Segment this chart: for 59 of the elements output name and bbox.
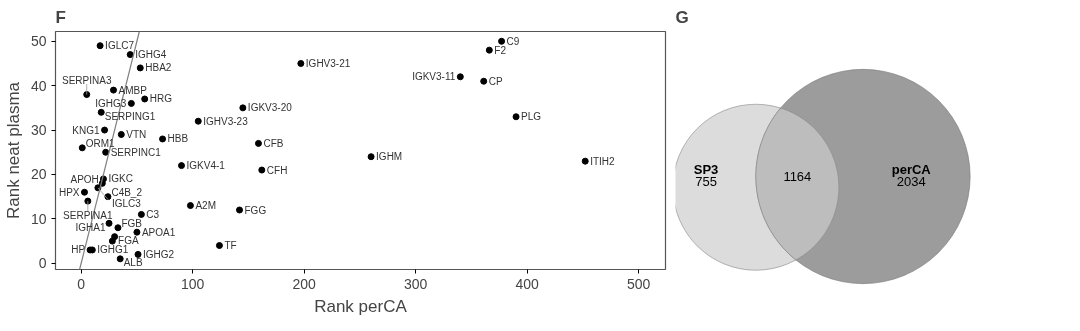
annotation: HP — [71, 244, 86, 256]
y-tick-label: 10 — [30, 210, 47, 227]
annotation: IGKV3-20 — [247, 102, 293, 114]
annotation: APOA1 — [141, 226, 176, 238]
annotation: TF — [224, 240, 237, 252]
annotation: CP — [488, 75, 503, 87]
annotation: FGA — [118, 235, 139, 247]
annotation: HBA2 — [145, 62, 172, 74]
y-tick-label: 0 — [38, 255, 47, 272]
annotation: C3 — [146, 208, 160, 220]
annotation: IGHG4 — [135, 49, 167, 61]
x-axis-title: Rank perCA — [314, 296, 408, 316]
annotation: KNG1 — [72, 124, 101, 136]
annotation: IGHV3-21 — [305, 57, 351, 69]
x-tick-label: 300 — [404, 275, 428, 292]
data-label: 1164 — [783, 169, 812, 184]
y-tick-label: 20 — [30, 166, 47, 183]
annotation: CFB — [263, 137, 284, 149]
annotation: AMBP — [118, 84, 148, 96]
annotation: ITIH2 — [590, 155, 616, 167]
annotation: IGKC — [108, 173, 133, 185]
annotation: IGHG3 — [95, 97, 127, 109]
annotation: HBB — [167, 133, 189, 145]
annotation: IGHG1 — [97, 244, 129, 256]
annotation: A2M — [195, 200, 216, 212]
annotation: IGHM — [376, 151, 403, 163]
annotation: SERPING1 — [104, 110, 156, 122]
y-tick-label: 30 — [30, 122, 47, 139]
annotation: FGG — [244, 204, 267, 216]
annotation: SERPINA3 — [61, 75, 112, 87]
x-tick-label: 400 — [515, 275, 540, 292]
annotation: C9 — [506, 35, 520, 47]
y-tick-label: 40 — [30, 77, 47, 94]
annotation: IGHA1 — [75, 221, 106, 233]
text: G — [675, 7, 689, 27]
annotation: SERPINA1 — [63, 209, 114, 221]
annotation: FGB — [121, 218, 143, 230]
x-tick-label: 500 — [627, 275, 651, 292]
annotation: APOH — [70, 173, 99, 185]
annotation: F2 — [494, 44, 507, 56]
annotation: C4B_2 — [111, 187, 143, 199]
annotation: HPX — [58, 186, 80, 198]
annotation: IGHG2 — [143, 248, 175, 260]
x-tick-label: 100 — [180, 275, 205, 292]
annotation: HRG — [149, 93, 173, 105]
x-tick-label: 0 — [77, 275, 86, 292]
annotation: ALB — [123, 257, 143, 269]
annotation: VTN — [126, 129, 147, 141]
annotation: IGLC3 — [111, 198, 142, 210]
chart-title: F — [55, 7, 66, 27]
annotation: PLG — [521, 111, 542, 123]
y-tick-label: 50 — [30, 33, 47, 50]
annotation: IGKV4-1 — [186, 160, 226, 172]
annotation: IGLC7 — [105, 40, 135, 52]
y-axis-title: Rank neat plasma — [3, 81, 23, 220]
annotation: CFH — [266, 164, 288, 176]
annotation: IGHV3-23 — [203, 115, 249, 127]
annotation: IGKV3-11 — [412, 71, 456, 83]
x-tick-label: 200 — [292, 275, 317, 292]
